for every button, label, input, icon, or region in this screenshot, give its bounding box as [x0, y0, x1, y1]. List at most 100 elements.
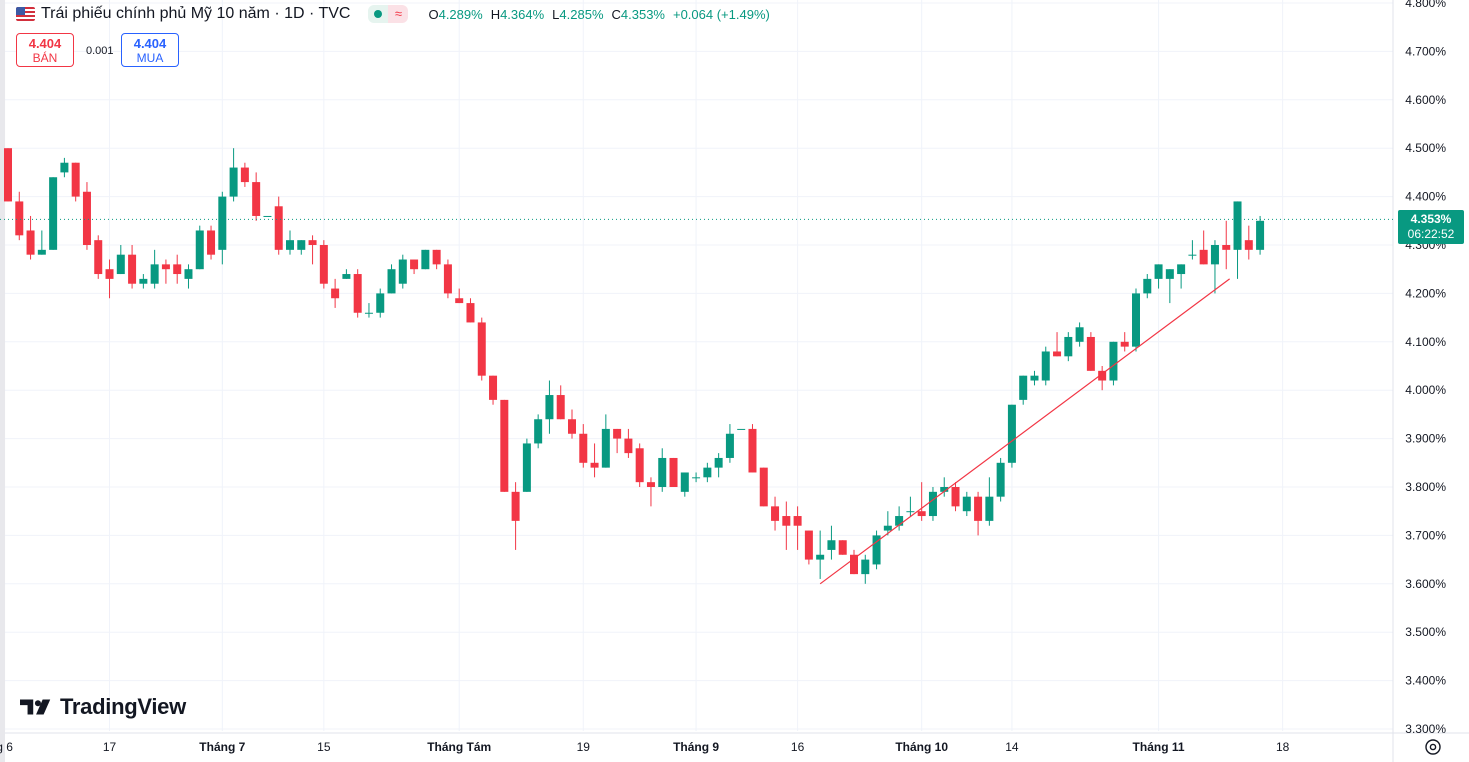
candle-body — [996, 462, 1005, 497]
candle-body — [105, 269, 114, 279]
candle-body — [274, 206, 283, 250]
candle-body — [1075, 327, 1084, 342]
y-tick-label: 4.100% — [1405, 335, 1446, 349]
candle-body — [928, 491, 937, 517]
candle-body — [1177, 264, 1186, 275]
chart-settings-icon[interactable] — [1423, 737, 1443, 757]
candle-body — [263, 215, 272, 217]
candle-body — [895, 516, 904, 526]
high-value: 4.364% — [500, 6, 545, 22]
candle — [443, 259, 452, 299]
candle — [1019, 375, 1028, 405]
tradingview-logo[interactable]: TradingView — [20, 694, 186, 720]
y-tick-label: 3.400% — [1405, 674, 1446, 688]
candle — [613, 428, 622, 454]
candle — [545, 380, 554, 434]
symbol-title[interactable]: Trái phiếu chính phủ Mỹ 10 năm · 1D · TV… — [41, 5, 351, 22]
candle-body — [71, 162, 80, 197]
candle-body — [601, 428, 610, 468]
candle — [1120, 332, 1129, 352]
candle — [1188, 240, 1197, 260]
candle-body — [173, 264, 182, 275]
sell-button[interactable]: 4.404 BÁN — [16, 33, 74, 67]
candle — [951, 482, 960, 512]
candle-body — [240, 167, 249, 183]
candle — [669, 457, 678, 487]
candle — [82, 182, 91, 250]
candle — [263, 215, 272, 217]
candle — [319, 240, 328, 289]
candle — [37, 230, 46, 255]
candle — [139, 274, 148, 289]
y-tick-label: 4.200% — [1405, 286, 1446, 300]
candle-body — [116, 254, 125, 275]
candle-body — [1019, 375, 1028, 400]
y-tick-label: 3.700% — [1405, 528, 1446, 542]
candle-body — [410, 259, 419, 270]
candle-body — [376, 293, 385, 313]
x-tick-label: Tháng 11 — [1133, 740, 1185, 754]
candle-body — [421, 249, 430, 270]
candle — [635, 443, 644, 487]
candle — [1041, 346, 1050, 386]
candle-body — [1086, 336, 1095, 371]
y-tick-label: 4.800% — [1405, 0, 1446, 10]
candle-body — [748, 428, 757, 473]
candle-body — [128, 254, 137, 284]
candle-body — [1143, 278, 1152, 294]
candle — [500, 399, 509, 492]
change-value: +0.064 (+1.49%) — [672, 6, 770, 22]
candle-body — [985, 496, 994, 521]
live-dot-icon — [368, 5, 389, 23]
candle-body — [974, 496, 983, 521]
candle-body — [161, 264, 170, 270]
candle-body — [387, 269, 396, 294]
x-tick-label: Tháng 10 — [895, 740, 948, 754]
candle-body — [861, 559, 870, 575]
candle — [534, 414, 543, 449]
buy-button[interactable]: 4.404 MUA — [121, 33, 179, 67]
candle-body — [556, 395, 565, 420]
candle-body — [342, 274, 351, 279]
buy-price: 4.404 — [133, 36, 167, 51]
candle — [703, 462, 712, 483]
candle — [996, 457, 1005, 502]
candle-body — [511, 491, 520, 521]
delayed-data-icon: ≈ — [388, 5, 409, 23]
candle — [1053, 332, 1062, 357]
candle — [759, 467, 768, 507]
candle — [590, 443, 599, 478]
candle-body — [906, 511, 915, 513]
candle-body — [1030, 375, 1039, 381]
candle-body — [455, 298, 464, 304]
candle — [4, 148, 12, 202]
candle-body — [613, 428, 622, 439]
candle — [218, 191, 227, 265]
low-value: 4.285% — [559, 6, 604, 22]
candle-body — [229, 167, 238, 197]
candles — [4, 148, 1265, 584]
candle-body — [635, 448, 644, 483]
candle-body — [951, 487, 960, 507]
candle — [646, 477, 655, 507]
candle — [331, 278, 340, 308]
candle — [489, 375, 498, 405]
candle-body — [646, 482, 655, 487]
candle — [1244, 225, 1253, 260]
candle — [60, 157, 69, 178]
y-tick-label: 3.800% — [1405, 480, 1446, 494]
candle-body — [150, 264, 159, 284]
market-status[interactable]: ≈ — [368, 5, 409, 23]
y-tick-label: 4.000% — [1405, 383, 1446, 397]
candle — [850, 549, 858, 575]
candle — [522, 438, 531, 492]
x-tick-label: Tháng 9 — [673, 740, 719, 754]
candle — [240, 162, 249, 187]
candle — [827, 525, 836, 560]
x-tick-label: 15 — [317, 740, 331, 754]
open-label: O — [428, 6, 439, 22]
candle — [714, 453, 723, 478]
candle — [1210, 240, 1219, 294]
candle — [838, 540, 847, 555]
